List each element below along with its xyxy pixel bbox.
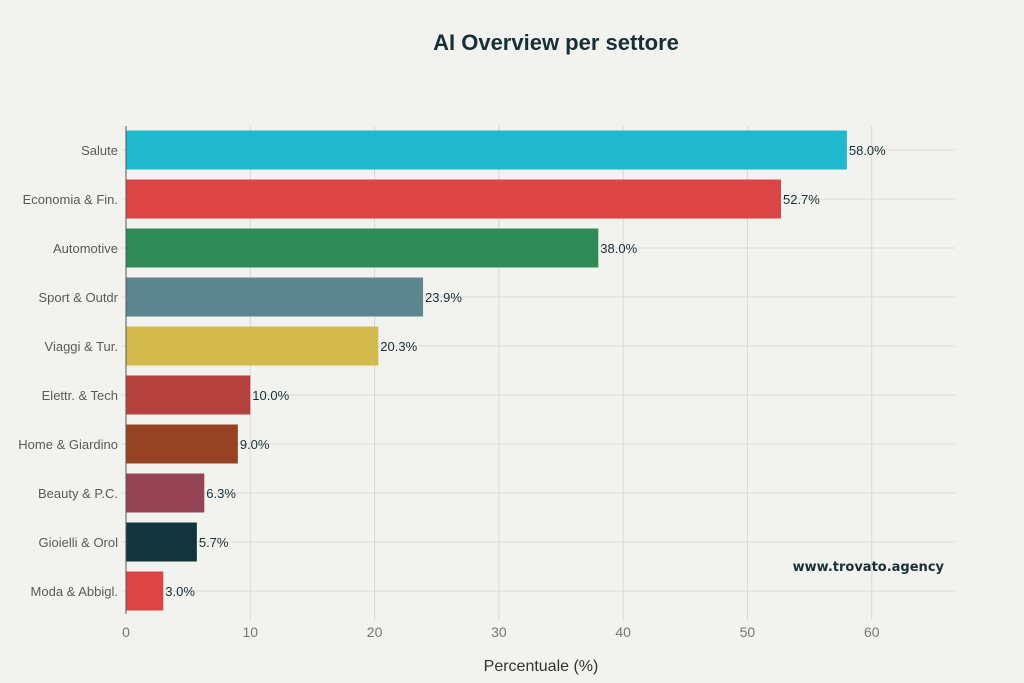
data-label: 3.0%	[165, 584, 195, 599]
data-label: 5.7%	[199, 535, 229, 550]
category-label: Home & Giardino	[18, 437, 118, 452]
x-tick-label: 60	[864, 624, 880, 640]
data-label: 23.9%	[425, 290, 462, 305]
x-tick-label: 30	[491, 624, 507, 640]
data-label: 20.3%	[380, 339, 417, 354]
data-label: 38.0%	[600, 241, 637, 256]
data-label: 6.3%	[206, 486, 236, 501]
data-label: 10.0%	[252, 388, 289, 403]
category-label: Viaggi & Tur.	[45, 339, 118, 354]
category-label: Sport & Outdr	[39, 290, 119, 305]
category-label: Gioielli & Orol	[39, 535, 119, 550]
bar	[126, 228, 599, 268]
data-label: 52.7%	[783, 192, 820, 207]
data-label: 9.0%	[240, 437, 270, 452]
bar	[126, 277, 424, 317]
bar	[126, 522, 197, 562]
bar	[126, 424, 238, 464]
category-label: Salute	[81, 143, 118, 158]
category-label: Beauty & P.C.	[38, 486, 118, 501]
x-tick-label: 20	[367, 624, 383, 640]
x-tick-label: 0	[122, 624, 130, 640]
watermark: www.trovato.agency	[793, 560, 945, 575]
data-label: 58.0%	[849, 143, 886, 158]
bar	[126, 375, 251, 415]
category-label: Moda & Abbigl.	[31, 584, 118, 599]
x-tick-label: 50	[740, 624, 756, 640]
chart-title: AI Overview per settore	[433, 30, 679, 55]
category-label: Automotive	[53, 241, 118, 256]
bar	[126, 571, 164, 611]
x-axis-label: Percentuale (%)	[484, 658, 599, 675]
x-tick-label: 10	[242, 624, 258, 640]
bar	[126, 130, 847, 170]
category-label: Elettr. & Tech	[42, 388, 118, 403]
x-tick-label: 40	[615, 624, 631, 640]
bar	[126, 179, 781, 219]
bar	[126, 473, 205, 513]
category-label: Economia & Fin.	[23, 192, 118, 207]
bar	[126, 326, 379, 366]
